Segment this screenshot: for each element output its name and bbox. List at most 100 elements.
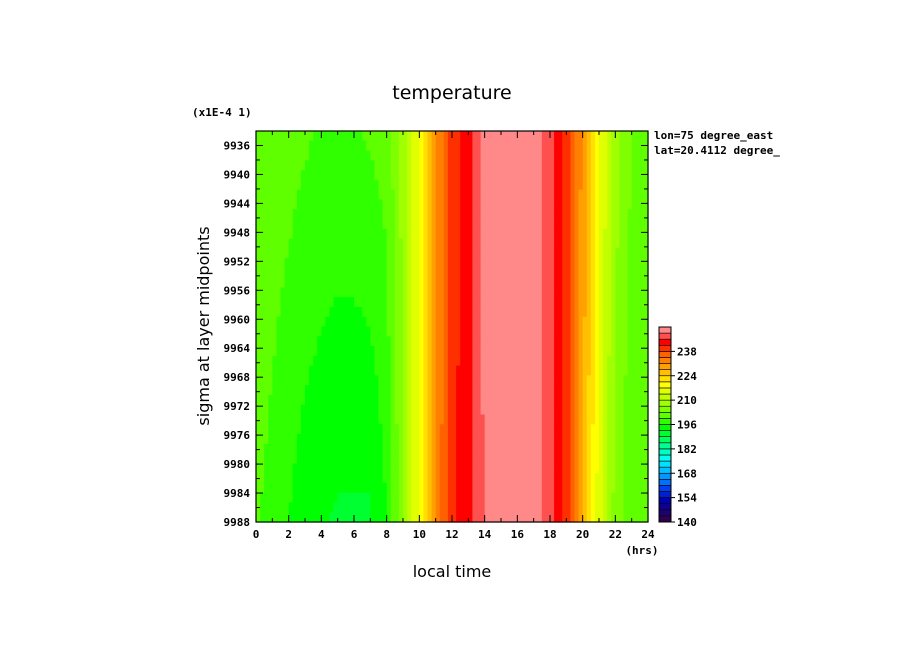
heatmap-cell: [276, 209, 282, 220]
heatmap-cell: [333, 179, 339, 191]
heatmap-cell: [407, 473, 412, 484]
heatmap-cell: [419, 306, 425, 318]
x-tick-label: 10: [413, 528, 426, 541]
heatmap-cell: [403, 492, 408, 504]
heatmap-cell: [333, 228, 339, 240]
heatmap-cell: [452, 473, 457, 484]
heatmap-cell: [390, 258, 396, 269]
heatmap-cell: [627, 346, 633, 357]
colorbar-swatch: [658, 363, 672, 370]
heatmap-cell: [321, 463, 327, 474]
heatmap-cell: [256, 463, 261, 474]
heatmap-cell: [423, 443, 429, 455]
heatmap-cell: [505, 297, 510, 308]
heatmap-cell: [354, 238, 359, 249]
heatmap-cell: [370, 404, 376, 416]
heatmap-cell: [276, 346, 282, 357]
heatmap-cell: [488, 179, 494, 191]
heatmap-cell: [325, 473, 331, 484]
heatmap-cell: [452, 306, 457, 318]
heatmap-cell: [558, 297, 563, 308]
heatmap-cell: [358, 385, 363, 396]
heatmap-cell: [358, 238, 363, 249]
heatmap-cell: [529, 463, 535, 474]
heatmap-cell: [464, 209, 469, 220]
heatmap-cell: [480, 443, 486, 455]
heatmap-cell: [611, 238, 616, 249]
heatmap-cell: [256, 189, 261, 201]
heatmap-cell: [464, 238, 469, 249]
heatmap-cell: [505, 346, 510, 357]
heatmap-cell: [317, 287, 322, 298]
heatmap-cell: [562, 209, 567, 220]
heatmap-cell: [256, 365, 261, 376]
heatmap-cell: [537, 306, 543, 318]
heatmap-cell: [403, 482, 408, 494]
heatmap-cell: [513, 218, 518, 230]
heatmap-cell: [443, 434, 449, 445]
heatmap-cell: [447, 160, 453, 171]
heatmap-cell: [447, 316, 453, 328]
heatmap-cell: [594, 306, 600, 318]
heatmap-cell: [443, 453, 449, 464]
heatmap-cell: [407, 170, 412, 181]
heatmap-cell: [566, 179, 572, 191]
heatmap-cell: [374, 170, 380, 181]
heatmap-cell: [492, 434, 498, 445]
heatmap-cell: [537, 443, 543, 455]
heatmap-cell: [256, 355, 261, 367]
heatmap-cell: [533, 355, 539, 367]
heatmap-cell: [472, 502, 478, 513]
heatmap-cell: [439, 316, 445, 328]
heatmap-cell: [419, 150, 425, 161]
heatmap-cell: [272, 492, 278, 504]
heatmap-cell: [570, 228, 576, 240]
heatmap-cell: [407, 443, 412, 455]
heatmap-cell: [345, 306, 351, 318]
heatmap-cell: [570, 306, 576, 318]
heatmap-cell: [284, 199, 290, 210]
heatmap-cell: [599, 140, 604, 152]
heatmap-cell: [505, 404, 510, 416]
heatmap-cell: [480, 218, 486, 230]
heatmap-cell: [431, 346, 437, 357]
heatmap-cell: [582, 365, 588, 376]
heatmap-cell: [631, 316, 637, 328]
heatmap-cell: [349, 179, 355, 191]
heatmap-cell: [378, 170, 384, 181]
heatmap-cell: [345, 414, 351, 425]
heatmap-cell: [505, 434, 510, 445]
heatmap-cell: [390, 170, 396, 181]
heatmap-cell: [611, 140, 616, 152]
heatmap-cell: [558, 404, 563, 416]
heatmap-cell: [403, 473, 408, 484]
heatmap-cell: [292, 424, 298, 435]
heatmap-cell: [541, 443, 547, 455]
heatmap-cell: [284, 160, 290, 171]
heatmap-cell: [260, 404, 265, 416]
heatmap-cell: [268, 170, 273, 181]
heatmap-cell: [268, 267, 273, 279]
heatmap-cell: [464, 512, 469, 523]
heatmap-cell: [443, 170, 449, 181]
heatmap-cell: [488, 346, 494, 357]
heatmap-cell: [464, 424, 469, 435]
heatmap-cell: [443, 414, 449, 425]
heatmap-cell: [480, 287, 486, 298]
heatmap-cell: [317, 463, 322, 474]
heatmap-cell: [415, 160, 420, 171]
heatmap-cell: [566, 218, 572, 230]
heatmap-cell: [558, 306, 563, 318]
heatmap-cell: [309, 346, 314, 357]
heatmap-cell: [276, 424, 282, 435]
heatmap-cell: [488, 306, 494, 318]
heatmap-cell: [619, 512, 625, 523]
heatmap-cell: [505, 375, 510, 386]
heatmap-cell: [337, 346, 343, 357]
heatmap-cell: [501, 218, 506, 230]
heatmap-cell: [521, 385, 527, 396]
heatmap-cell: [296, 365, 302, 376]
heatmap-cell: [631, 424, 637, 435]
heatmap-cell: [611, 160, 616, 171]
heatmap-cell: [476, 492, 482, 504]
